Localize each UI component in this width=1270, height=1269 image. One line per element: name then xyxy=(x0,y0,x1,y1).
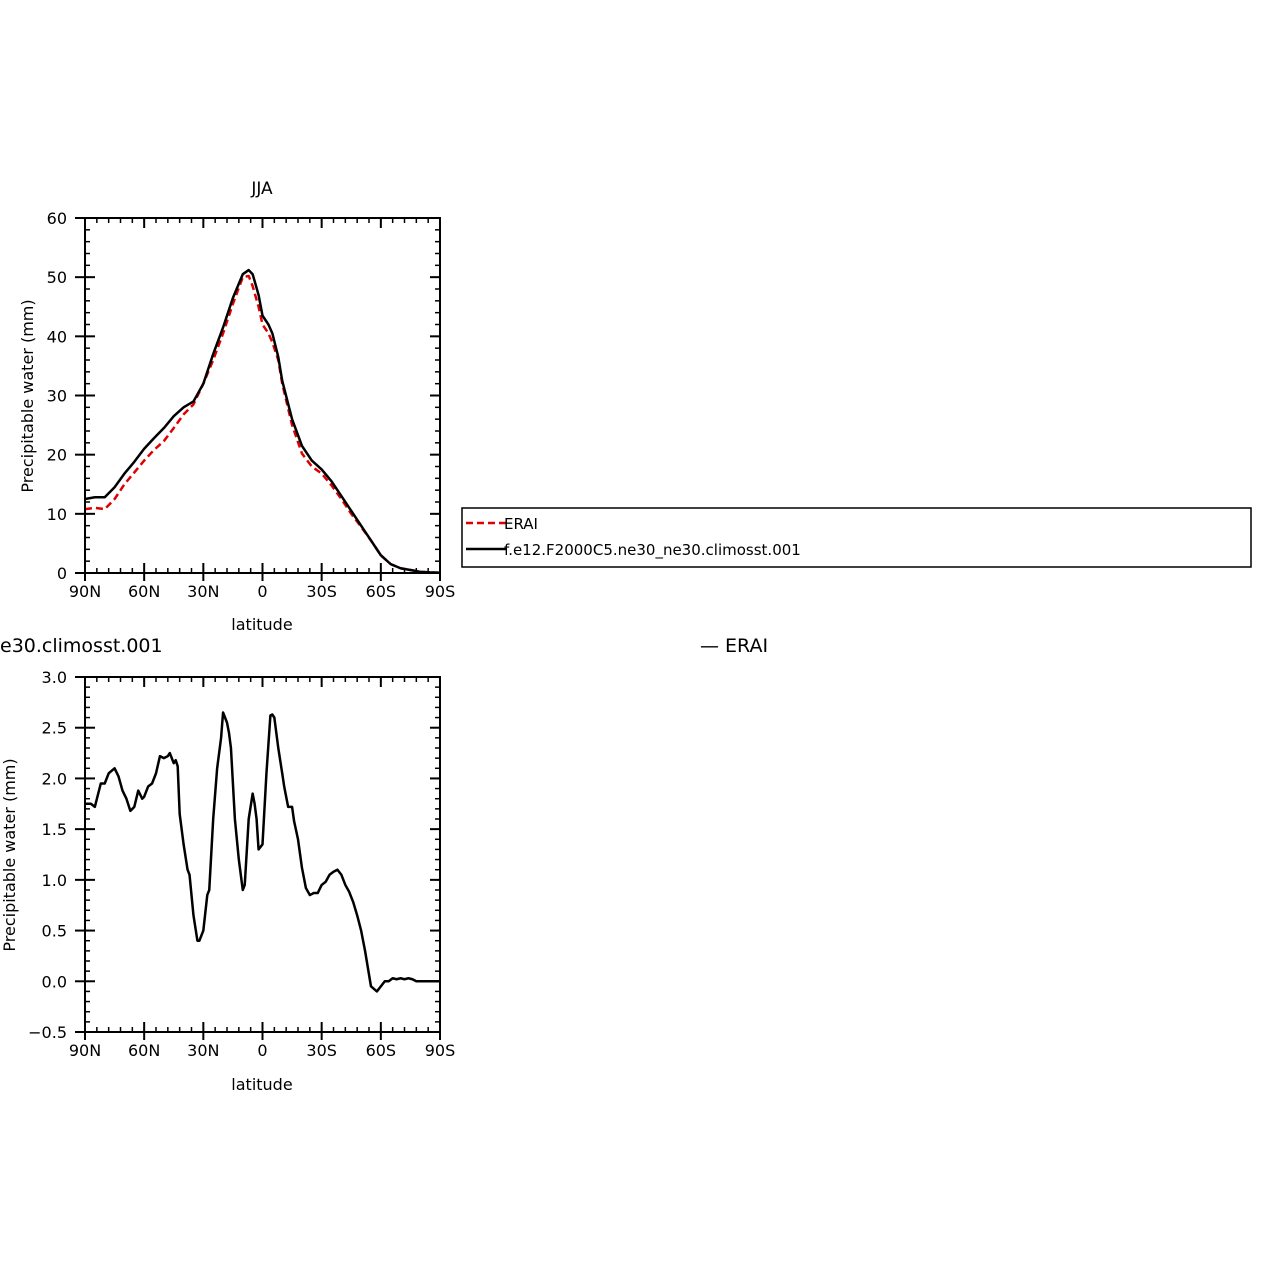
ytick-label: 10 xyxy=(47,505,67,524)
ytick-label: 50 xyxy=(47,268,67,287)
panel-top-xlabel: latitude xyxy=(231,615,292,634)
ytick-label: 0 xyxy=(57,564,67,583)
xtick-label: 0 xyxy=(257,1041,267,1060)
panel-top-xtick-labels: 90N 60N 30N 0 30S 60S 90S xyxy=(69,582,455,601)
xtick-label: 90N xyxy=(69,582,101,601)
ytick-label: 1.5 xyxy=(42,820,67,839)
ytick-label: 2.0 xyxy=(42,769,67,788)
panel-top-frame xyxy=(84,217,441,574)
legend: ERAI f.e12.F2000C5.ne30_ne30.climosst.00… xyxy=(461,507,1252,568)
panel-top-ytick-labels: 0 10 20 30 40 50 60 xyxy=(47,209,67,583)
panel-bottom-series xyxy=(85,711,440,993)
panel-bottom-ylabel-clip: Precipitable water (mm) xyxy=(0,758,19,951)
panel-bottom-title: e30.climosst.001 xyxy=(0,635,163,657)
xtick-label: 30S xyxy=(306,1041,337,1060)
legend-box xyxy=(461,507,1252,568)
ytick-label: 20 xyxy=(47,446,67,465)
legend-label-erai: ERAI xyxy=(504,515,538,533)
xtick-label: 30S xyxy=(306,582,337,601)
panel-bottom: e30.climosst.001 — ERAI Precipitable wat… xyxy=(0,635,768,1094)
panel-top-tick-marks xyxy=(75,217,441,581)
legend-label-model: f.e12.F2000C5.ne30_ne30.climosst.001 xyxy=(504,541,801,560)
panel-top: JJA Precipitable water (mm) latitude 90N… xyxy=(18,179,455,634)
xtick-label: 90S xyxy=(425,582,456,601)
xtick-label: 60N xyxy=(128,582,160,601)
series-line-a xyxy=(84,274,441,574)
panel-top-title: JJA xyxy=(250,179,273,199)
ytick-label: 60 xyxy=(47,209,67,228)
ytick-label: 3.0 xyxy=(42,668,67,687)
ytick-label: 2.5 xyxy=(42,719,67,738)
xtick-label: 60S xyxy=(366,582,397,601)
panel-bottom-ylabel: Precipitable water (mm) xyxy=(0,758,19,951)
series-line-a xyxy=(85,711,440,993)
xtick-label: 30N xyxy=(187,1041,219,1060)
ytick-label: 0.0 xyxy=(42,972,67,991)
xtick-label: 0 xyxy=(257,582,267,601)
panel-top-series xyxy=(84,268,441,574)
panel-top-ylabel: Precipitable water (mm) xyxy=(18,299,37,492)
ytick-label: 1.0 xyxy=(42,871,67,890)
panel-bottom-xlabel: latitude xyxy=(231,1075,292,1094)
panel-bottom-xtick-labels: 90N 60N 30N 0 30S 60S 90S xyxy=(69,1041,455,1060)
panel-bottom-frame xyxy=(84,676,441,1033)
ytick-label: 30 xyxy=(47,387,67,406)
xtick-label: 30N xyxy=(187,582,219,601)
ytick-label: −0.5 xyxy=(28,1023,67,1042)
panel-bottom-ytick-labels: −0.5 0.0 0.5 1.0 1.5 2.0 2.5 3.0 xyxy=(28,668,67,1042)
xtick-label: 90N xyxy=(69,1041,101,1060)
ytick-label: 0.5 xyxy=(42,922,67,941)
xtick-label: 60N xyxy=(128,1041,160,1060)
panel-bottom-tick-marks xyxy=(75,676,441,1040)
series-line-b xyxy=(84,268,441,574)
ytick-label: 40 xyxy=(47,327,67,346)
xtick-label: 90S xyxy=(425,1041,456,1060)
xtick-label: 60S xyxy=(366,1041,397,1060)
panel-bottom-right-title: — ERAI xyxy=(700,635,768,657)
